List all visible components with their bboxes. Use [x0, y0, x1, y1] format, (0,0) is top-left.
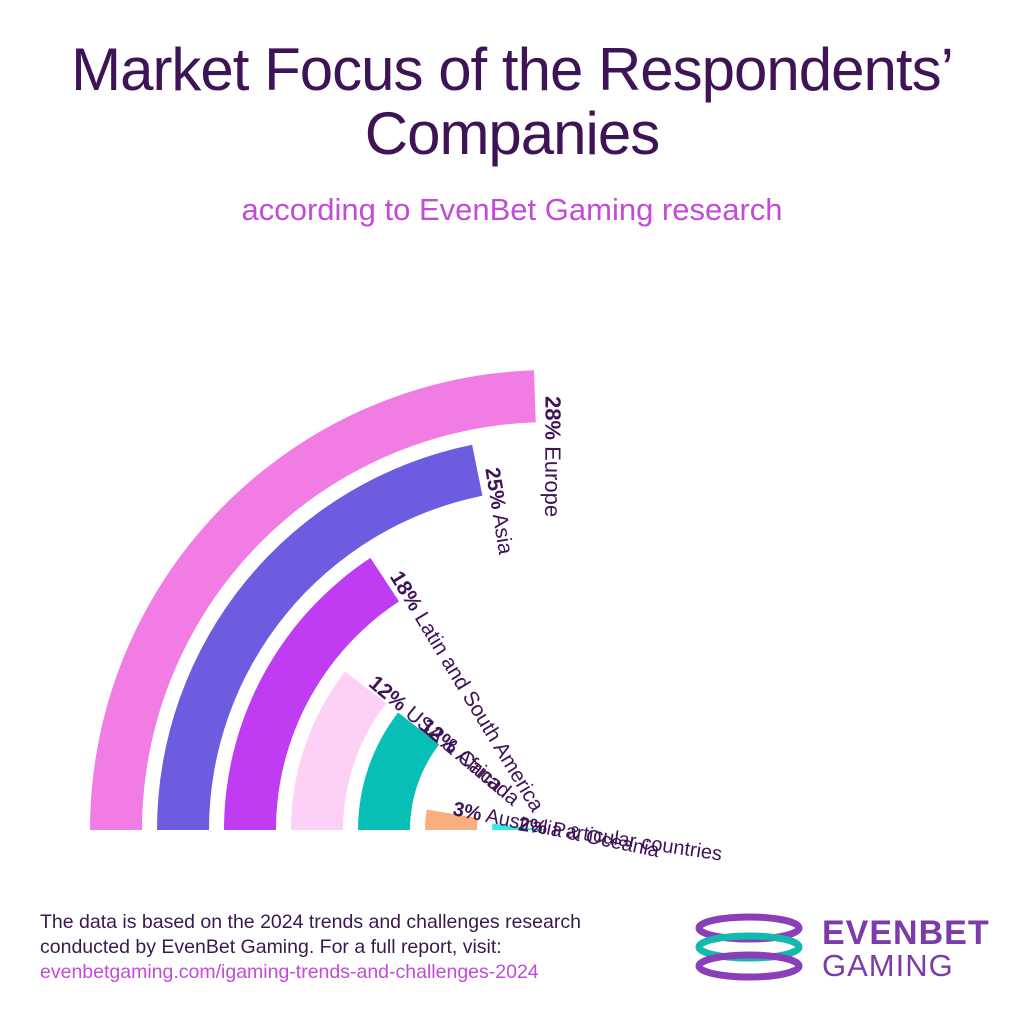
arc-label-value: 2% — [517, 814, 549, 840]
arc-bar-particular-countries — [492, 823, 545, 830]
evenbet-logo: EVENBET GAMING — [694, 912, 994, 983]
arc-label-name: Latin and South America — [407, 603, 548, 816]
arc-label-value: 25% — [481, 466, 510, 511]
footnote: The data is based on the 2024 trends and… — [40, 910, 680, 985]
arc-bar-usa-canada — [291, 671, 387, 830]
logo-word-evenbet: EVENBET — [822, 914, 990, 952]
chart-title-line1: Market Focus of the Respondents’ — [71, 36, 954, 103]
chart-arcs — [90, 370, 545, 830]
arc-bar-australia-oceania — [425, 809, 478, 830]
evenbet-logo-mark-icon — [695, 913, 803, 981]
report-link[interactable]: evenbetgaming.com/igaming-trends-and-cha… — [40, 961, 539, 983]
chart-title-line2: Companies — [364, 100, 661, 167]
arc-bar-latin-and-south-america — [224, 557, 400, 830]
arc-bar-africa — [358, 712, 440, 830]
footnote-line2: conducted by EvenBet Gaming. For a full … — [40, 936, 502, 958]
chart-title: Market Focus of the Respondents’ Compani… — [0, 38, 1024, 166]
arc-label-europe: 28% Europe — [540, 396, 565, 517]
arc-label-name: Europe — [540, 440, 565, 517]
arc-label-particular-countries: 2% Particular countries — [517, 814, 724, 866]
arc-label-name: Particular countries — [545, 818, 723, 866]
arc-label-asia: 25% Asia — [481, 466, 518, 556]
footnote-line1: The data is based on the 2024 trends and… — [40, 911, 581, 933]
arc-label-value: 28% — [541, 396, 566, 440]
logo-word-gaming: GAMING — [822, 948, 954, 983]
arc-bar-asia — [157, 444, 483, 830]
arc-bar-europe — [90, 370, 536, 830]
arc-label-name: Asia — [487, 507, 517, 556]
chart-subtitle: according to EvenBet Gaming research — [241, 192, 783, 227]
